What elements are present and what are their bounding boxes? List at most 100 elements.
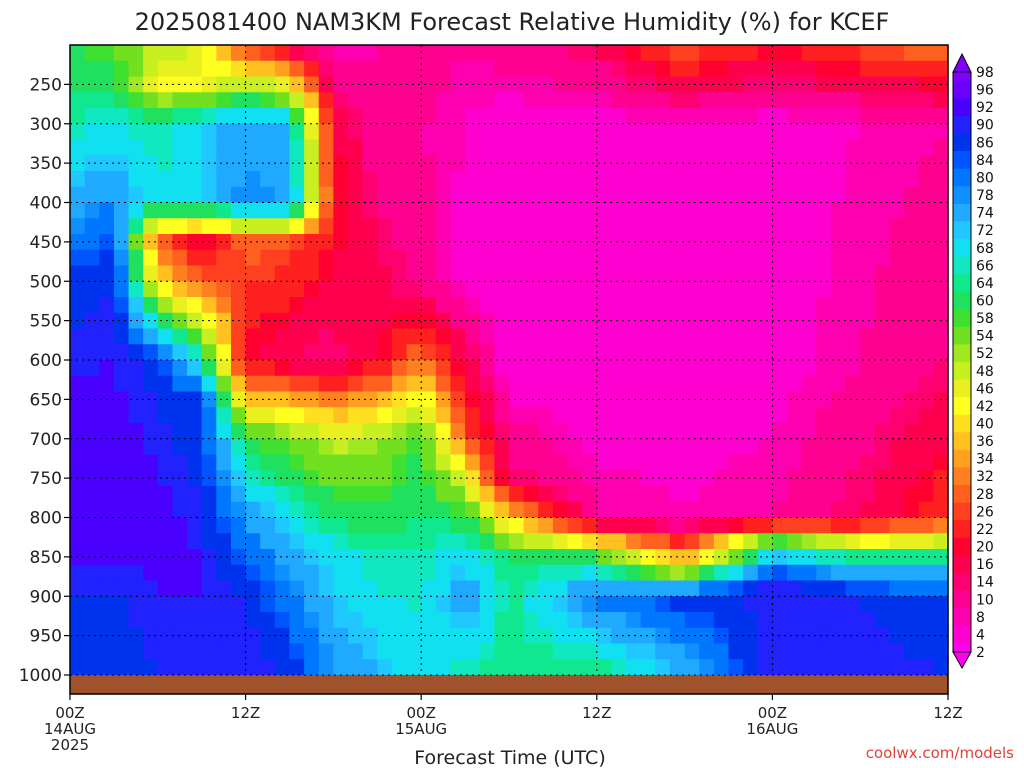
- heat-cell: [582, 549, 598, 566]
- heat-cell: [655, 344, 671, 361]
- heat-cell: [216, 454, 232, 471]
- colorbar-swatch: [953, 151, 971, 170]
- heat-cell: [245, 344, 261, 361]
- heat-cell: [450, 517, 466, 534]
- heat-cell: [904, 659, 920, 676]
- heat-cell: [230, 218, 247, 235]
- heat-cell: [187, 45, 203, 62]
- heat-cell: [830, 360, 847, 377]
- heat-cell: [318, 108, 334, 125]
- heat-cell: [699, 265, 715, 282]
- colorbar-label: 68: [976, 241, 994, 257]
- heat-cell: [889, 407, 905, 424]
- heat-cell: [494, 76, 510, 93]
- heat-cell: [567, 564, 583, 582]
- heat-cell: [348, 596, 364, 613]
- heat-cell: [801, 360, 817, 377]
- heat-cell: [655, 549, 671, 566]
- heat-cell: [216, 375, 232, 393]
- heat-cell: [260, 186, 276, 204]
- colorbar-swatch: [953, 520, 971, 539]
- heat-cell: [406, 564, 422, 582]
- heat-cell: [157, 60, 174, 78]
- heat-cell: [889, 659, 905, 676]
- heat-cell: [684, 155, 700, 172]
- heat-cell: [304, 186, 320, 204]
- heat-cell: [669, 202, 686, 219]
- heat-cell: [391, 517, 408, 534]
- heat-cell: [479, 407, 495, 424]
- heat-cell: [304, 517, 320, 534]
- heat-cell: [143, 643, 159, 660]
- heat-cell: [157, 454, 174, 471]
- heat-cell: [611, 486, 627, 503]
- heat-cell: [84, 218, 100, 235]
- heat-cell: [245, 297, 261, 314]
- heat-cell: [772, 612, 788, 629]
- heat-cell: [99, 517, 115, 534]
- heat-cell: [260, 202, 276, 219]
- heat-cell: [187, 139, 203, 156]
- heat-cell: [289, 533, 305, 550]
- heat-cell: [655, 218, 671, 235]
- heat-cell: [304, 612, 320, 629]
- heat-cell: [523, 218, 539, 235]
- heat-cell: [728, 171, 744, 188]
- heat-cell: [684, 517, 700, 534]
- heat-cell: [274, 297, 291, 314]
- heat-cell: [713, 533, 730, 550]
- heat-cell: [904, 123, 920, 141]
- heat-cell: [201, 564, 217, 582]
- heat-cell: [743, 186, 759, 204]
- heat-cell: [640, 265, 656, 282]
- colorbar-swatch: [953, 414, 971, 433]
- heat-cell: [669, 486, 686, 503]
- heat-cell: [216, 391, 232, 408]
- heat-cell: [84, 659, 100, 676]
- heat-cell: [348, 60, 364, 78]
- heat-cell: [84, 549, 100, 566]
- heat-cell: [874, 186, 891, 204]
- heat-cell: [509, 171, 525, 188]
- heat-cell: [245, 108, 261, 125]
- heat-cell: [874, 344, 891, 361]
- heat-cell: [377, 659, 393, 676]
- heat-cell: [772, 643, 788, 660]
- heat-cell: [611, 76, 627, 93]
- heat-cell: [787, 391, 803, 408]
- heat-cell: [318, 423, 334, 440]
- heat-cell: [421, 249, 437, 267]
- heat-cell: [552, 328, 569, 345]
- heat-cell: [552, 249, 569, 267]
- heat-cell: [377, 423, 393, 440]
- heat-cell: [655, 438, 671, 456]
- heat-cell: [187, 281, 203, 298]
- heat-cell: [713, 45, 730, 62]
- heat-cell: [830, 612, 847, 629]
- colorbar-swatch: [953, 221, 971, 240]
- heat-cell: [318, 281, 334, 298]
- heat-cell: [611, 202, 627, 219]
- heat-cell: [172, 454, 188, 471]
- heat-cell: [538, 596, 554, 613]
- heat-cell: [596, 328, 613, 345]
- heat-cell: [318, 155, 334, 172]
- heat-cell: [245, 454, 261, 471]
- heat-cell: [201, 139, 217, 156]
- heat-cell: [699, 643, 715, 660]
- heat-cell: [757, 407, 773, 424]
- heat-cell: [787, 171, 803, 188]
- heat-cell: [596, 45, 613, 62]
- heat-cell: [128, 407, 144, 424]
- heat-cell: [421, 344, 437, 361]
- heat-cell: [274, 234, 291, 251]
- heat-cell: [479, 612, 495, 629]
- heat-cell: [655, 108, 671, 125]
- heat-cell: [626, 564, 642, 582]
- heat-cell: [318, 643, 334, 660]
- heat-cell: [304, 265, 320, 282]
- heat-cell: [304, 659, 320, 676]
- heat-cell: [479, 659, 495, 676]
- heat-cell: [918, 391, 934, 408]
- heat-cell: [889, 375, 905, 393]
